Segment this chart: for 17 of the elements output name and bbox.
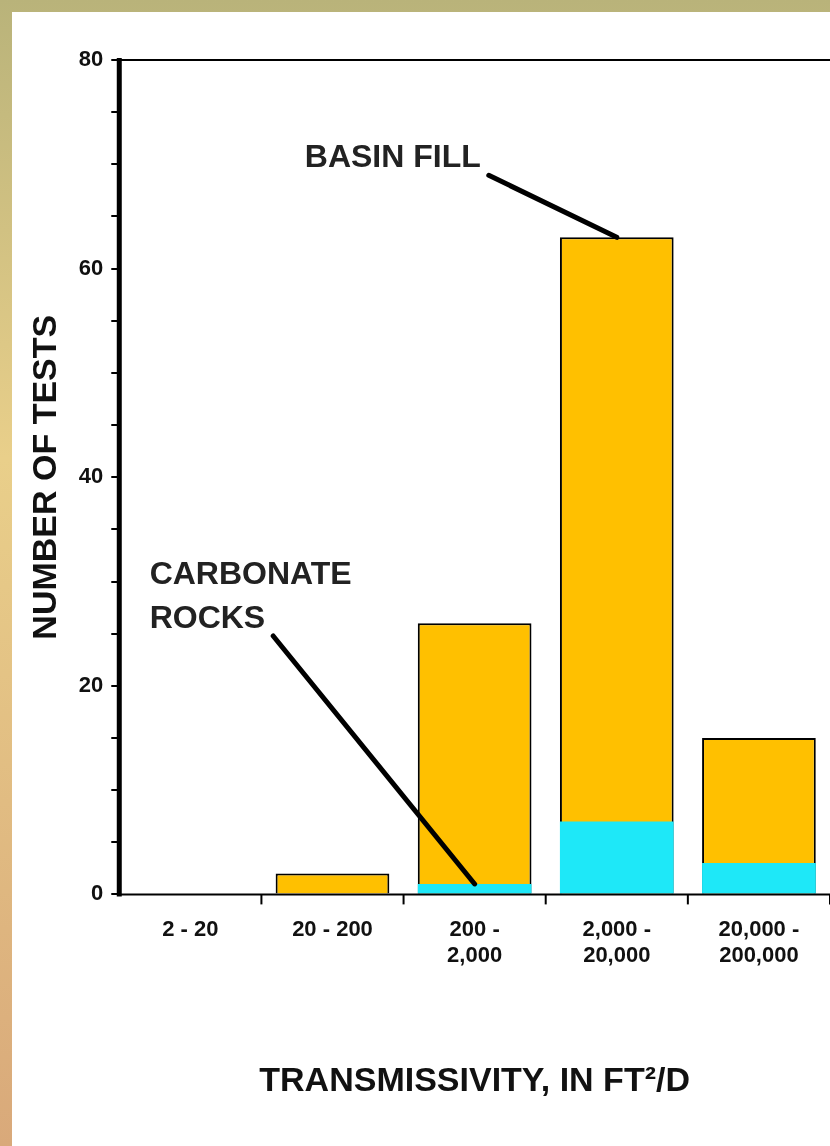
annotation: BASIN FILL [304,138,481,175]
y-tick-label: 20 [78,671,104,697]
y-tick-label: 40 [78,463,104,489]
y-tick-label: 80 [78,46,104,72]
bar [702,863,816,894]
x-tick-label: 2,000 - 20,000 [582,915,652,968]
bar [559,821,674,894]
y-tick-label: 60 [78,254,104,280]
y-axis-title: NUMBER OF TESTS [24,314,63,640]
bar [417,883,532,894]
x-axis-title: TRANSMISSIVITY, IN FT²/D [259,1059,690,1098]
x-tick-label: 20,000 - 200,000 [718,915,800,968]
x-tick-label: 20 - 200 [292,915,373,941]
x-tick-label: 2 - 20 [162,915,219,941]
x-tick-label: 200 - 2,000 [447,915,503,968]
annotation: CARBONATE ROCKS [149,554,352,635]
y-tick-label: 0 [91,880,104,906]
